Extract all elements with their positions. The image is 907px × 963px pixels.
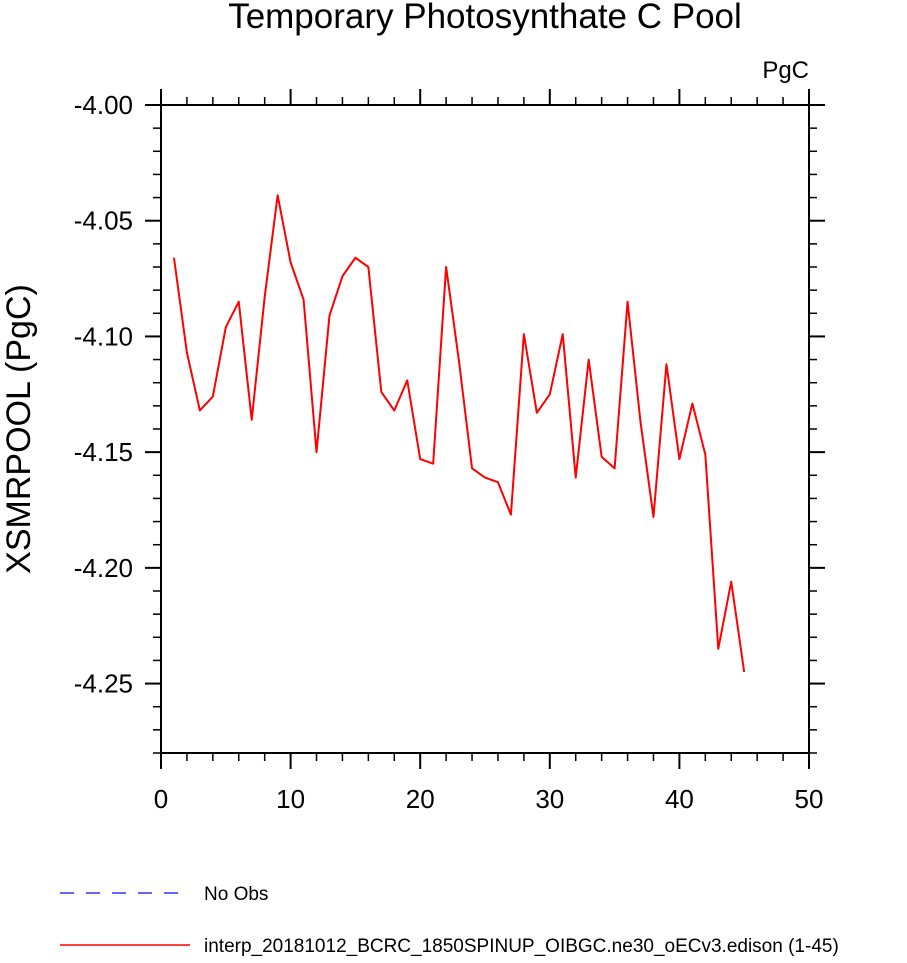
series-group (172, 194, 746, 673)
x-tick-label: 50 (795, 784, 824, 814)
y-tick-label: -4.10 (74, 321, 133, 351)
y-tick-label: -4.15 (74, 437, 133, 467)
legend: No Obs interp_20181012_BCRC_1850SPINUP_O… (60, 884, 839, 957)
y-tick-label: -4.20 (74, 553, 133, 583)
legend-label-no-obs: No Obs (204, 884, 268, 905)
y-axis-label: XSMRPOOL (PgC) (0, 284, 38, 574)
chart-title: Temporary Photosynthate C Pool (228, 0, 742, 36)
series-line-1 (172, 194, 746, 673)
x-tick-label: 40 (665, 784, 694, 814)
plot-frame (160, 104, 810, 754)
x-tick-label: 20 (406, 784, 435, 814)
units-label: PgC (762, 57, 809, 84)
y-tick-label: -4.05 (74, 206, 133, 236)
x-tick-label: 30 (535, 784, 564, 814)
x-tick-label: 10 (276, 784, 305, 814)
y-tick-label: -4.25 (74, 669, 133, 699)
axis-ticks (145, 89, 825, 769)
legend-label-model: interp_20181012_BCRC_1850SPINUP_OIBGC.ne… (204, 936, 839, 957)
x-tick-label: 0 (154, 784, 168, 814)
y-tick-label: -4.00 (74, 90, 133, 120)
x-tick-labels: 0 10 20 30 40 50 (154, 784, 824, 814)
y-tick-labels: -4.00 -4.05 -4.10 -4.15 -4.20 -4.25 (74, 90, 133, 699)
